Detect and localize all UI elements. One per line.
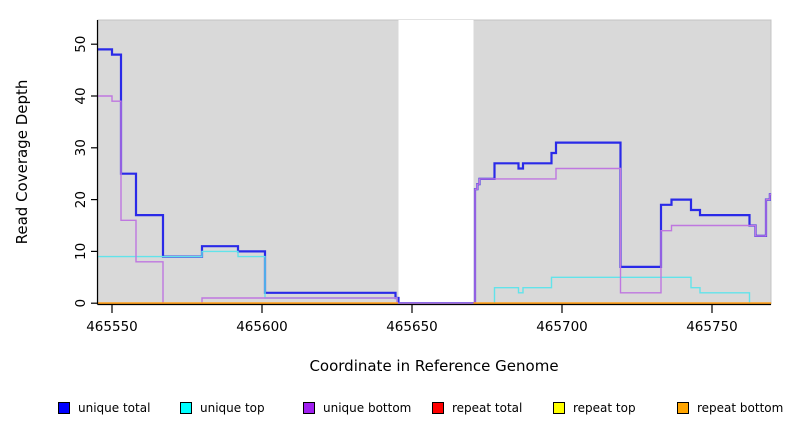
plot-layers: 0 10 20 30 40 50 465550 465600 465650 465700 46575… (73, 19, 772, 335)
x-tick-label: 465600 (236, 319, 288, 335)
x-tick-label: 465650 (386, 319, 438, 335)
y-axis-title: Read Coverage Depth (13, 80, 31, 245)
y-tick-label: 0 (73, 299, 89, 308)
x-axis-title: Coordinate in Reference Genome (309, 357, 558, 375)
x-tick-label: 465700 (536, 319, 588, 335)
y-tick-label: 40 (73, 87, 89, 104)
y-tick-label: 10 (73, 243, 89, 260)
series-line-unique-top (97, 250, 772, 304)
y-tick-label: 20 (73, 191, 89, 208)
series-line-unique-bottom (97, 95, 772, 304)
y-tick-label: 30 (73, 139, 89, 156)
y-tick-label: 50 (73, 36, 89, 53)
x-tick-label: 465550 (86, 319, 138, 335)
x-tick-label: 465750 (686, 319, 738, 335)
gap-region (398, 20, 474, 304)
